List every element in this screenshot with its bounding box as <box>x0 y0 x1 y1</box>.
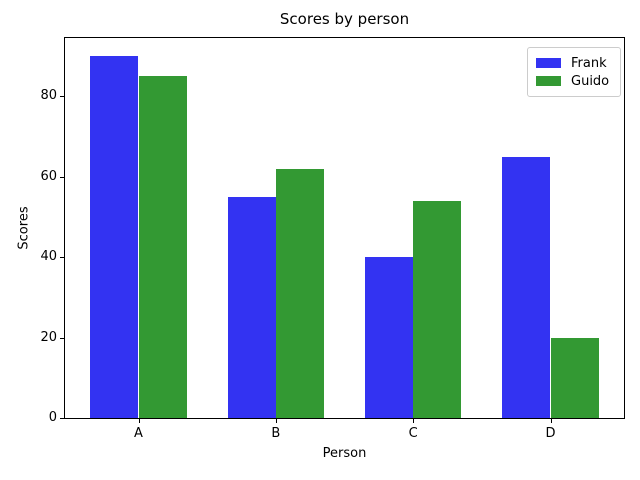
legend-swatch-frank-icon <box>536 58 561 68</box>
legend-swatch-guido-icon <box>536 76 561 86</box>
y-tick-label-80: 80 <box>40 88 57 104</box>
y-tick-mark-40 <box>60 257 64 259</box>
x-tick-label-D: D <box>545 426 556 441</box>
y-tick-mark-0 <box>60 418 64 419</box>
chart-title: Scores by person <box>279 10 410 28</box>
y-tick-label-40: 40 <box>40 249 57 265</box>
bar-frank-B <box>227 196 276 418</box>
bar-frank-A <box>90 56 139 418</box>
y-tick-label-60: 60 <box>40 168 57 184</box>
bar-guido-B <box>275 168 324 418</box>
bar-frank-D <box>502 156 551 418</box>
y-tick-label-0: 0 <box>48 410 57 425</box>
x-tick-mark-B <box>275 419 277 423</box>
y-tick-mark-60 <box>60 176 64 178</box>
x-tick-label-B: B <box>271 426 281 441</box>
bar-guido-D <box>550 337 599 418</box>
x-tick-label-A: A <box>134 426 143 441</box>
y-axis-label: Scores <box>16 206 32 250</box>
legend-label-frank: Frank <box>571 55 607 71</box>
legend: Frank Guido <box>527 47 621 97</box>
bar-guido-A <box>138 76 187 418</box>
legend-label-guido: Guido <box>571 73 610 89</box>
x-tick-mark-C <box>413 419 415 423</box>
x-tick-mark-D <box>550 419 552 423</box>
y-tick-mark-80 <box>60 96 64 98</box>
x-tick-mark-A <box>138 419 140 423</box>
legend-entry-frank: Frank <box>536 54 612 72</box>
bar-frank-C <box>365 257 414 418</box>
y-tick-mark-20 <box>60 337 64 339</box>
plot-area: Frank Guido <box>64 37 625 419</box>
bar-guido-C <box>413 200 462 418</box>
y-tick-label-20: 20 <box>40 329 57 345</box>
legend-entry-guido: Guido <box>536 72 612 90</box>
x-tick-label-C: C <box>408 426 418 441</box>
x-axis-label: Person <box>322 446 367 461</box>
